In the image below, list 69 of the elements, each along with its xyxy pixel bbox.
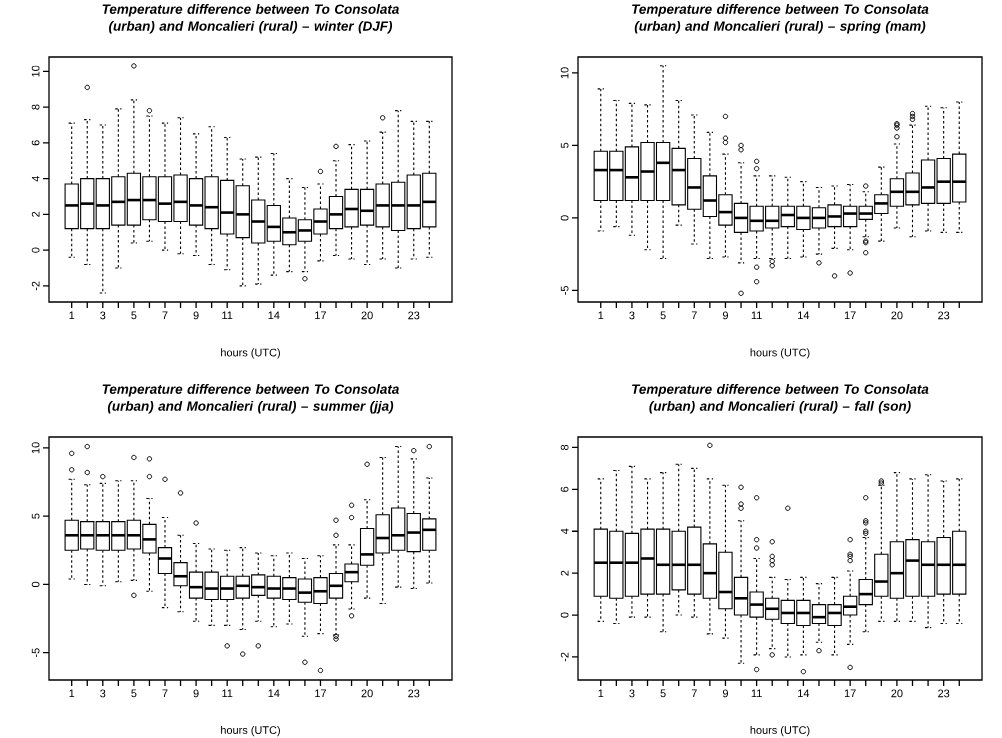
- y-tick-label: 0: [31, 581, 40, 588]
- y-tick-label: 10: [31, 65, 40, 77]
- y-tick-label: 2: [31, 211, 40, 217]
- chart-title: Temperature difference between To Consolata (urban) and Moncalieri (rural) – winter (DJF): [102, 4, 399, 34]
- y-tick-label: 8: [560, 444, 569, 451]
- x-tick-label: 3: [100, 311, 106, 320]
- y-tick-label: -2: [31, 281, 40, 291]
- chart-title: Temperature difference between To Consolata (urban) and Moncalieri (rural) – fall (son): [632, 384, 929, 414]
- x-tick-label: 17: [844, 689, 856, 698]
- x-tick-label: 1: [69, 311, 75, 320]
- x-tick-label: 14: [798, 311, 810, 320]
- x-tick-label: 11: [222, 311, 233, 320]
- x-tick-label: 14: [268, 311, 280, 320]
- x-tick-label: 3: [629, 311, 635, 320]
- x-axis-title: hours (UTC): [750, 725, 810, 737]
- y-tick-label: 6: [560, 486, 569, 492]
- x-tick-label: 7: [162, 689, 168, 698]
- x-tick-label: 5: [660, 311, 666, 320]
- x-tick-label: 9: [193, 689, 199, 698]
- x-tick-label: 11: [751, 311, 762, 320]
- x-tick-label: 20: [361, 311, 373, 320]
- x-tick-label: 7: [691, 311, 697, 320]
- chart-title: Temperature difference between To Consolata (urban) and Moncalieri (rural) – summer (jja): [102, 384, 399, 414]
- y-tick-label: 5: [31, 513, 40, 519]
- x-tick-label: 17: [315, 689, 327, 698]
- y-tick-label: 2: [560, 570, 569, 576]
- x-tick-label: 1: [598, 311, 604, 320]
- x-tick-label: 5: [660, 689, 666, 698]
- x-tick-label: 3: [629, 689, 635, 698]
- x-tick-label: 20: [891, 311, 903, 320]
- y-tick-label: 0: [560, 215, 569, 221]
- x-tick-label: 11: [751, 689, 762, 698]
- y-tick-label: 8: [31, 104, 40, 110]
- y-tick-label: -2: [560, 652, 569, 662]
- chart-title: Temperature difference between To Consolata (urban) and Moncalieri (rural) – spring (mam): [632, 4, 929, 34]
- x-tick-label: 14: [268, 689, 280, 698]
- x-tick-label: 11: [222, 689, 233, 698]
- x-tick-label: 9: [722, 689, 728, 698]
- x-tick-label: 14: [798, 689, 810, 698]
- y-tick-label: 5: [560, 142, 569, 149]
- y-tick-label: -5: [31, 648, 40, 658]
- x-axis-title: hours (UTC): [750, 348, 810, 359]
- x-axis-title: hours (UTC): [221, 725, 280, 737]
- y-tick-label: 4: [560, 528, 569, 535]
- x-tick-label: 23: [408, 689, 420, 698]
- x-tick-label: 7: [162, 311, 168, 320]
- y-tick-label: 0: [560, 612, 569, 618]
- y-tick-label: 4: [31, 175, 40, 182]
- x-tick-label: 1: [69, 689, 75, 698]
- x-tick-label: 7: [691, 689, 697, 698]
- x-tick-label: 1: [598, 689, 604, 698]
- x-tick-label: 17: [844, 311, 856, 320]
- x-tick-label: 23: [938, 689, 950, 698]
- x-tick-label: 5: [131, 311, 137, 320]
- x-tick-label: 5: [131, 689, 137, 698]
- x-tick-label: 20: [361, 689, 373, 698]
- y-tick-label: 6: [31, 140, 40, 146]
- x-tick-label: 23: [408, 311, 420, 320]
- x-axis-title: hours (UTC): [221, 348, 280, 359]
- y-tick-label: 10: [560, 67, 569, 79]
- y-tick-label: 10: [31, 442, 40, 454]
- x-tick-label: 9: [722, 311, 728, 320]
- x-tick-label: 9: [193, 311, 199, 320]
- y-tick-label: 0: [31, 247, 40, 253]
- y-tick-label: -5: [560, 286, 569, 295]
- x-tick-label: 3: [100, 689, 106, 698]
- x-tick-label: 20: [891, 689, 903, 698]
- x-tick-label: 17: [315, 311, 327, 320]
- x-tick-label: 23: [938, 311, 950, 320]
